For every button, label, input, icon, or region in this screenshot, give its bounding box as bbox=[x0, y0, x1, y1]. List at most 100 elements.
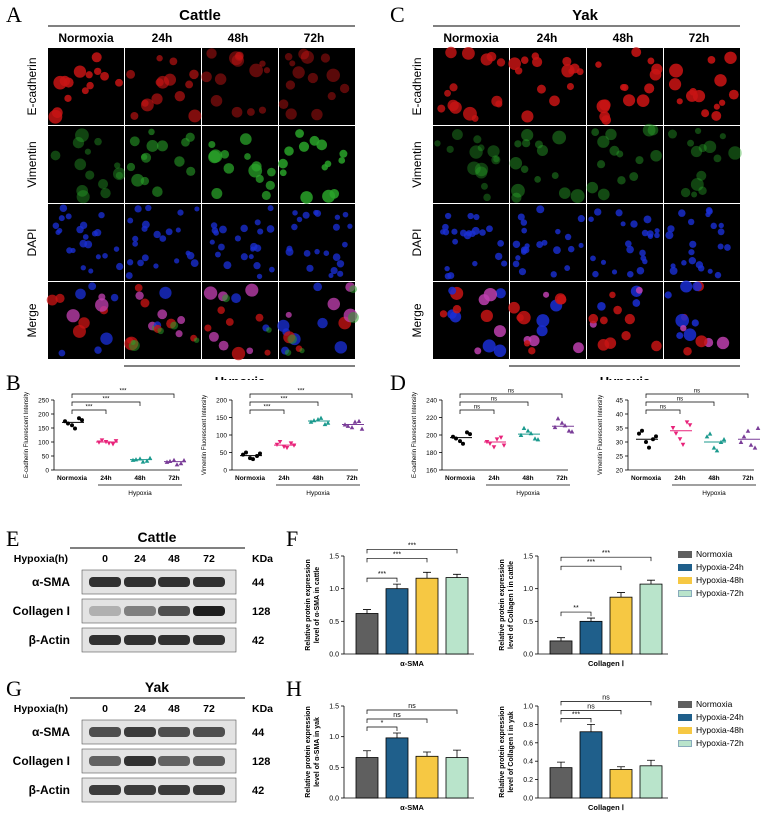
y-tick-label: 180 bbox=[426, 450, 437, 457]
chart-d-ecadherin-yak: 160 180 200 220 240 E-cadherin Fluorescent In… bbox=[412, 389, 575, 497]
cell-signal bbox=[473, 135, 482, 144]
significance-label: ns bbox=[587, 703, 595, 710]
cell-signal bbox=[698, 186, 707, 195]
cell-signal bbox=[245, 283, 259, 297]
blot-band bbox=[89, 756, 121, 766]
error-bar bbox=[647, 759, 655, 766]
cell-signal bbox=[631, 47, 642, 58]
cell-signal bbox=[285, 80, 296, 90]
cell-signal bbox=[285, 108, 297, 120]
significance-bracket bbox=[71, 393, 175, 398]
cell-signal bbox=[440, 229, 446, 235]
significance-label: ns bbox=[408, 703, 416, 710]
cell-signal bbox=[621, 331, 631, 341]
error-bar bbox=[617, 766, 625, 770]
blot-header-label: Hypoxia(h) bbox=[14, 703, 68, 715]
x-tick-label: Normoxia bbox=[57, 475, 87, 482]
cell-signal bbox=[599, 316, 608, 325]
cell-signal bbox=[185, 132, 195, 142]
panel-label-b: B bbox=[6, 370, 21, 395]
blot-band bbox=[158, 606, 190, 616]
significance-bracket bbox=[645, 401, 715, 406]
cell-signal bbox=[472, 260, 478, 267]
legend-item: Hypoxia-48h bbox=[678, 724, 744, 737]
cell-signal bbox=[624, 313, 635, 325]
y-tick-label: 100 bbox=[38, 440, 49, 447]
cell-signal bbox=[306, 264, 314, 272]
cell-signal bbox=[57, 227, 63, 234]
significance-bracket bbox=[560, 701, 652, 706]
significance-bracket bbox=[366, 718, 428, 723]
cell-signal bbox=[175, 330, 183, 338]
significance-bracket bbox=[249, 393, 353, 398]
cell-signal bbox=[639, 249, 646, 257]
data-point bbox=[359, 426, 365, 431]
blot-band bbox=[193, 635, 225, 645]
y-tick-label: 250 bbox=[38, 398, 49, 405]
legend-item: Normoxia bbox=[678, 548, 744, 561]
microscopy-tile bbox=[279, 48, 355, 125]
significance-label: ns bbox=[393, 712, 401, 719]
significance-label: *** bbox=[408, 542, 416, 549]
cell-signal bbox=[564, 265, 571, 271]
cell-signal bbox=[193, 337, 200, 343]
x-axis-label: α-SMA bbox=[400, 803, 424, 812]
significance-label: *** bbox=[102, 397, 110, 403]
data-point bbox=[525, 428, 531, 433]
cell-signal bbox=[707, 56, 716, 64]
significance-label: *** bbox=[587, 559, 595, 566]
cell-signal bbox=[621, 84, 629, 92]
y-tick-label: 0.0 bbox=[329, 652, 339, 659]
cell-signal bbox=[511, 192, 522, 203]
significance-label: ns bbox=[474, 405, 480, 411]
y-axis-label: Vimentin Fluorescent Intensity bbox=[202, 395, 208, 475]
column-label: 24h bbox=[152, 31, 173, 45]
cell-signal bbox=[284, 52, 293, 61]
significance-label: *** bbox=[280, 397, 288, 403]
cell-signal bbox=[549, 95, 560, 107]
cell-signal bbox=[512, 260, 520, 268]
cell-signal bbox=[98, 211, 105, 219]
blot-band bbox=[89, 635, 121, 645]
chart-h-collagen-yak: 0.0 0.2 0.4 0.6 0.8 1.0 Relative protein expre… bbox=[499, 694, 668, 812]
cell-signal bbox=[85, 170, 95, 180]
significance-bracket bbox=[560, 556, 652, 562]
cell-signal bbox=[190, 259, 199, 268]
data-point bbox=[654, 434, 658, 439]
cell-signal bbox=[323, 250, 330, 256]
data-point bbox=[721, 437, 727, 442]
cell-signal bbox=[467, 212, 474, 220]
cell-signal bbox=[451, 228, 458, 235]
cell-signal bbox=[447, 272, 455, 280]
cell-signal bbox=[296, 216, 303, 223]
blot-band bbox=[193, 756, 225, 766]
y-axis-label: level of Collagen I in cattle bbox=[508, 561, 515, 649]
cell-signal bbox=[520, 56, 529, 64]
cell-signal bbox=[449, 311, 462, 323]
cell-signal bbox=[159, 235, 167, 242]
cell-signal bbox=[314, 248, 320, 255]
cell-signal bbox=[81, 87, 89, 95]
cell-signal bbox=[246, 108, 255, 116]
y-tick-label: 40 bbox=[616, 412, 624, 419]
data-point bbox=[80, 418, 84, 423]
data-point bbox=[454, 436, 458, 441]
cell-signal bbox=[185, 80, 194, 89]
data-point bbox=[673, 431, 679, 436]
data-point bbox=[738, 439, 744, 444]
cell-signal bbox=[553, 246, 561, 255]
cell-signal bbox=[562, 56, 572, 66]
cell-signal bbox=[724, 244, 731, 251]
cell-signal bbox=[705, 211, 711, 218]
cell-signal bbox=[609, 291, 616, 299]
cell-signal bbox=[132, 240, 139, 247]
cell-signal bbox=[447, 99, 459, 111]
cell-signal bbox=[91, 52, 102, 63]
protein-label: β-Actin bbox=[29, 783, 70, 797]
cell-signal bbox=[522, 139, 531, 148]
cell-signal bbox=[256, 273, 263, 280]
cell-signal bbox=[66, 247, 73, 254]
cell-signal bbox=[615, 209, 623, 217]
x-axis-label: α-SMA bbox=[400, 659, 424, 668]
cell-signal bbox=[265, 180, 275, 191]
